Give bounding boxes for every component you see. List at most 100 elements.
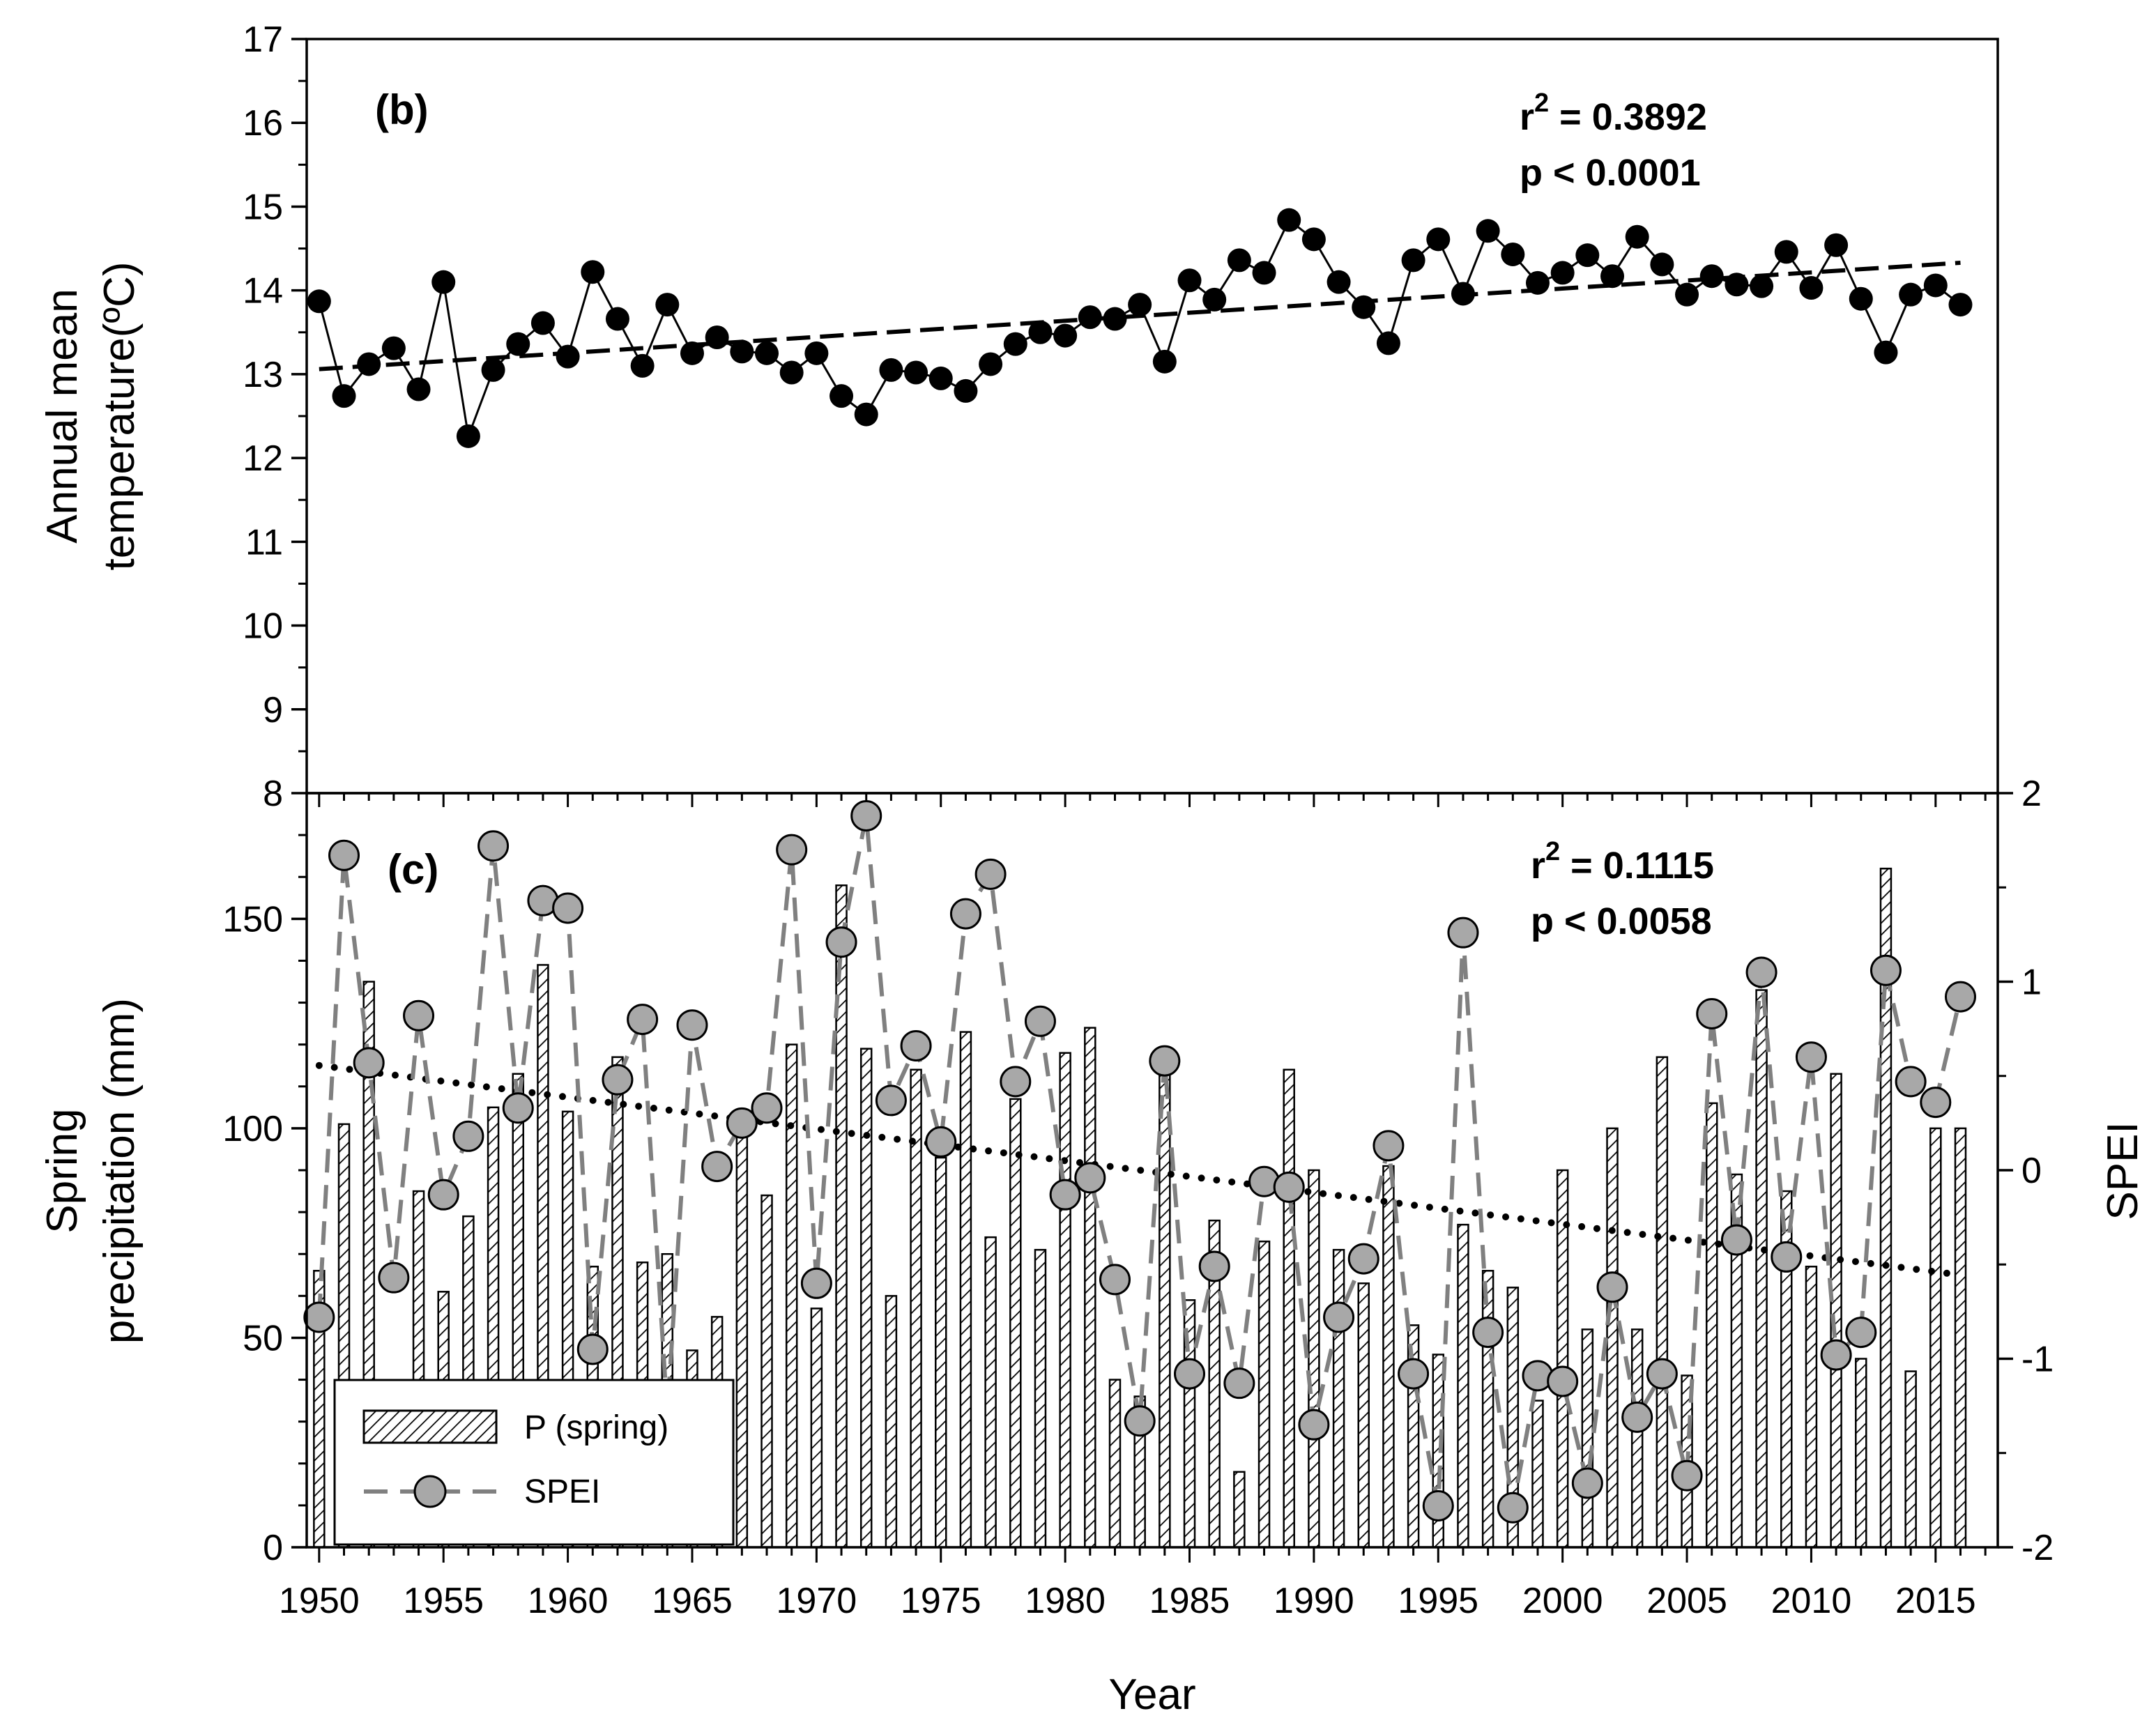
temperature-y-tick-label: 14 <box>243 271 283 312</box>
temperature-point-1958 <box>506 332 530 356</box>
spei-point-2000 <box>1547 1365 1579 1397</box>
spei-point-1980 <box>1049 1179 1081 1211</box>
temperature-point-1977 <box>979 352 1003 376</box>
temperature-x-ticks <box>318 793 1987 807</box>
spei-point-1963 <box>627 1004 659 1036</box>
precipitation-bar-1967 <box>735 1123 749 1549</box>
spei-point-1990 <box>1298 1409 1330 1441</box>
year-x-tick-label: 1975 <box>901 1581 981 1621</box>
temperature-point-1971 <box>829 384 854 408</box>
temperature-point-1983 <box>1128 293 1152 317</box>
temperature-point-2004 <box>1650 252 1674 277</box>
precipitation-bar-1970 <box>810 1308 823 1549</box>
spei-y-tick-label: 1 <box>2021 963 2042 1003</box>
legend-bar-swatch <box>362 1409 498 1444</box>
temperature-p-value: p < 0.0001 <box>1520 152 1701 194</box>
precipitation-bar-1971 <box>835 884 848 1549</box>
temperature-point-1997 <box>1476 219 1500 243</box>
temperature-point-1978 <box>1003 332 1027 356</box>
year-x-tick-label: 1990 <box>1274 1581 1354 1621</box>
spei-point-1965 <box>676 1009 708 1041</box>
precipitation-bar-2004 <box>1656 1056 1669 1549</box>
spei-point-2006 <box>1696 997 1728 1029</box>
temperature-point-2013 <box>1874 340 1898 365</box>
precipitation-bar-1996 <box>1457 1223 1469 1549</box>
spei-point-1998 <box>1497 1492 1529 1524</box>
temperature-y-tick-label: 9 <box>263 690 283 730</box>
temperature-y-title-line2: temperature(ºC) <box>95 262 144 571</box>
temperature-point-1987 <box>1227 248 1251 273</box>
precipitation-bar-2006 <box>1705 1102 1718 1549</box>
panel-label-b: (b) <box>375 86 429 133</box>
temperature-point-1956 <box>456 424 480 448</box>
temperature-panel: 8 9 10 11 12 13 14 15 16 17 (b) r2 = 0.3892 p < 0… <box>38 20 1999 814</box>
spei-point-2003 <box>1621 1401 1653 1433</box>
spei-point-1969 <box>776 834 808 866</box>
temperature-point-1969 <box>779 360 804 385</box>
precipitation-bar-1976 <box>959 1031 972 1549</box>
spei-point-2016 <box>1944 981 1976 1013</box>
spei-point-2005 <box>1671 1459 1703 1492</box>
year-x-tick-label: 1950 <box>279 1581 360 1621</box>
temperature-point-2016 <box>1948 293 1973 317</box>
temperature-point-2006 <box>1699 264 1724 289</box>
temperature-point-1955 <box>431 270 456 294</box>
spei-point-1955 <box>427 1179 459 1211</box>
year-x-axis: 1950 1955 1960 1965 1970 1975 1980 1985 1990 1995… <box>279 1547 1987 1621</box>
year-x-tick-label: 1955 <box>403 1581 484 1621</box>
year-x-tick-label: 2010 <box>1771 1581 1852 1621</box>
precipitation-bar-1973 <box>885 1295 898 1549</box>
spei-point-1968 <box>751 1092 783 1124</box>
year-x-tick-label: 1970 <box>777 1581 857 1621</box>
precipitation-y-tick-label: 100 <box>222 1109 283 1149</box>
spei-point-2009 <box>1771 1241 1803 1273</box>
spei-point-2013 <box>1870 954 1902 986</box>
precipitation-bar-1991 <box>1332 1248 1345 1549</box>
legend: P (spring) SPEI <box>333 1379 735 1546</box>
temperature-point-1972 <box>854 402 878 427</box>
temperature-point-1963 <box>630 353 655 378</box>
precipitation-bar-2014 <box>1904 1370 1917 1549</box>
temperature-point-1957 <box>481 358 505 382</box>
temperature-point-2011 <box>1824 233 1849 257</box>
precipitation-bar-2015 <box>1929 1127 1942 1549</box>
temperature-point-1993 <box>1376 331 1400 355</box>
spei-point-1952 <box>353 1047 385 1079</box>
spei-point-1966 <box>701 1151 733 1183</box>
temperature-point-2002 <box>1600 264 1625 289</box>
spei-point-1985 <box>1174 1358 1206 1390</box>
year-x-tick-label: 2015 <box>1895 1581 1976 1621</box>
spei-point-1991 <box>1323 1301 1355 1333</box>
spei-point-2010 <box>1795 1041 1827 1073</box>
spei-point-1970 <box>800 1267 832 1299</box>
precipitation-y-axis: 0 50 100 150 <box>222 834 307 1568</box>
temperature-point-1991 <box>1327 270 1351 294</box>
temperature-point-1967 <box>730 339 754 364</box>
spei-point-1984 <box>1149 1045 1181 1077</box>
temperature-y-tick-label: 10 <box>243 606 283 647</box>
legend-spei-marker <box>413 1475 447 1508</box>
spei-point-1995 <box>1422 1489 1454 1521</box>
precipitation-bar-1981 <box>1084 1027 1096 1549</box>
spei-point-1972 <box>850 799 882 831</box>
temperature-point-1994 <box>1401 248 1425 273</box>
temperature-y-tick-label: 12 <box>243 438 283 479</box>
temperature-points <box>307 208 1973 448</box>
spei-point-1967 <box>726 1107 758 1139</box>
spei-point-1987 <box>1223 1367 1255 1400</box>
legend-label-spei: SPEI <box>524 1473 600 1510</box>
precipitation-bar-1990 <box>1308 1169 1320 1549</box>
temperature-point-1979 <box>1028 320 1053 344</box>
precipitation-bar-1987 <box>1233 1471 1246 1549</box>
year-x-tick-label: 1995 <box>1398 1581 1478 1621</box>
spei-point-1981 <box>1074 1162 1106 1194</box>
spei-y-tick-label: -2 <box>2021 1528 2054 1568</box>
precipitation-bar-2016 <box>1954 1127 1967 1549</box>
precipitation-bar-1980 <box>1059 1052 1071 1549</box>
precipitation-y-tick-label: 50 <box>243 1318 283 1358</box>
spei-point-2015 <box>1920 1087 1952 1119</box>
temperature-point-1980 <box>1053 323 1078 348</box>
spei-point-1982 <box>1099 1264 1131 1296</box>
precipitation-p-value: p < 0.0058 <box>1531 900 1712 942</box>
precipitation-y-title-line1: Spring <box>38 1108 86 1233</box>
